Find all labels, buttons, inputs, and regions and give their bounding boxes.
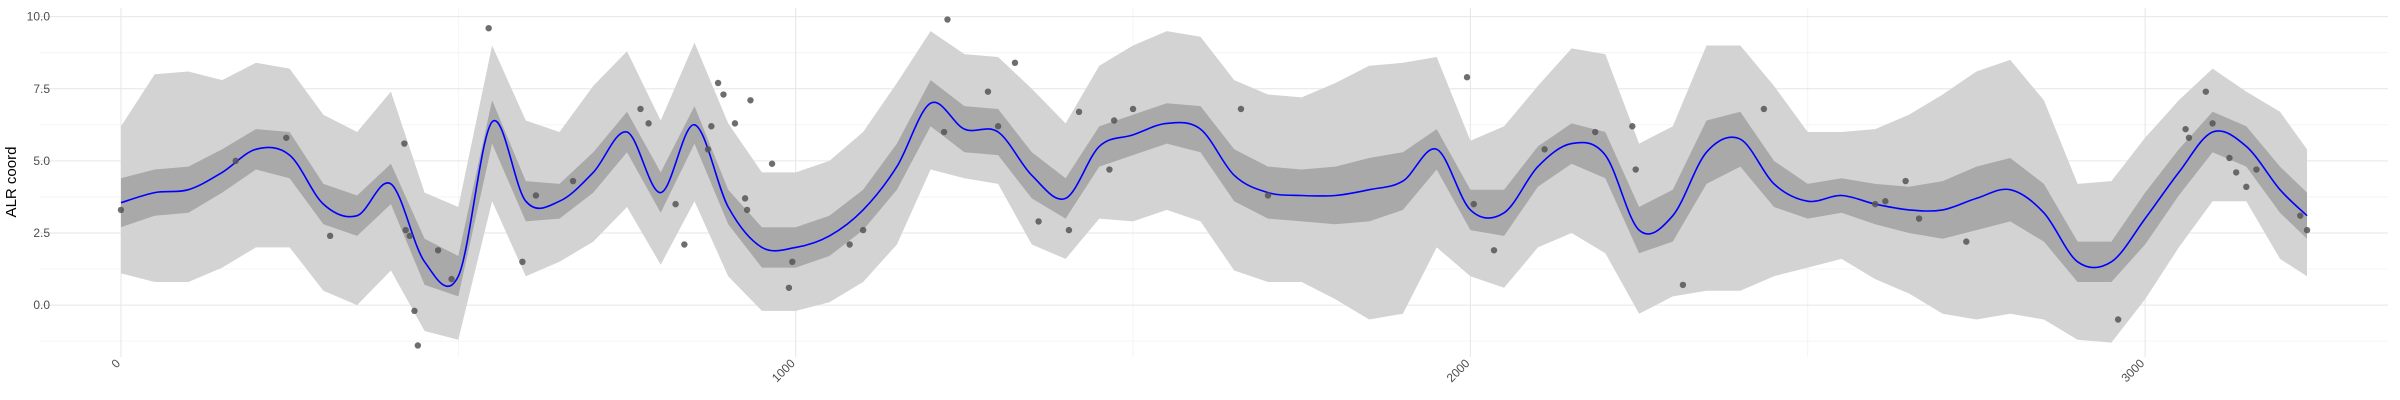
data-point [940,128,948,136]
data-point [846,241,853,248]
data-point [1129,105,1137,113]
data-point [411,307,418,315]
x-tick-label: 3000 [2118,356,2147,385]
data-point [984,88,992,95]
data-point [2182,125,2189,133]
data-point [569,177,577,185]
data-point [704,146,712,153]
fitted-line-layer [120,101,2308,288]
data-point [1632,166,1639,173]
data-point [859,226,867,234]
data-point [1629,123,1636,130]
observations [117,16,2311,349]
x-axis-ticks: 0 1000 2000 3000 [108,356,2147,385]
data-point [1463,74,1471,81]
inner-band [121,80,2307,297]
data-point [2243,183,2250,191]
outer-band [121,31,2307,343]
data-point [326,232,334,240]
data-point [645,120,652,127]
data-point [2114,316,2122,323]
y-tick-label: 0.0 [33,298,50,312]
data-point [2202,88,2210,95]
data-point [2297,212,2304,219]
data-point [283,134,290,141]
data-point [1902,177,1909,185]
data-point [1963,238,1970,245]
data-point [1035,218,1042,225]
data-point [1470,200,1477,208]
data-point [402,226,409,234]
data-point [714,79,722,87]
data-point [1264,192,1272,199]
data-point [2303,226,2311,234]
x-tick-label: 0 [108,356,123,371]
data-point [1760,105,1768,113]
data-point [1011,59,1019,67]
data-point [994,123,1002,130]
data-point [785,284,793,291]
y-tick-label: 7.5 [33,82,50,96]
data-point [1882,198,1889,205]
data-point [2226,154,2233,162]
data-point [519,258,526,266]
data-point [708,123,715,130]
data-point [720,91,727,98]
data-point [2232,169,2240,176]
fitted-line [120,101,2308,288]
data-point [1915,215,1923,222]
data-point [741,195,749,202]
data-point [1065,226,1073,234]
data-point [2185,134,2193,141]
data-point [789,258,796,266]
y-axis-label: ALR coord [3,147,20,218]
data-point [731,120,739,127]
data-point [1237,105,1245,113]
data-point [401,140,408,147]
data-point [2209,120,2216,127]
confidence-bands [121,31,2307,343]
data-point [681,241,688,248]
data-point [768,160,776,167]
data-point [1872,200,1879,208]
data-point [2253,166,2260,173]
y-tick-label: 2.5 [33,226,50,240]
data-point [944,16,951,23]
data-point [747,97,754,104]
data-point [485,24,492,32]
data-point [1075,108,1083,116]
data-point [637,105,644,113]
y-tick-label: 5.0 [33,154,50,168]
data-point [1541,146,1548,153]
data-point [434,247,442,254]
data-point [532,192,540,199]
data-point [406,232,413,240]
data-point [232,157,239,165]
data-point [672,200,679,208]
data-point [1110,117,1118,124]
x-tick-label: 1000 [769,356,798,385]
data-point [1679,281,1687,289]
data-point [1490,247,1498,254]
y-axis-ticks: 0.0 2.5 5.0 7.5 10.0 [27,10,51,312]
data-point [1106,166,1113,173]
data-point [117,206,125,214]
x-tick-label: 2000 [1444,356,1473,385]
y-tick-label: 10.0 [27,10,51,24]
data-point [1592,128,1599,136]
data-point [743,206,751,214]
data-point [414,342,422,349]
data-point [448,275,455,283]
